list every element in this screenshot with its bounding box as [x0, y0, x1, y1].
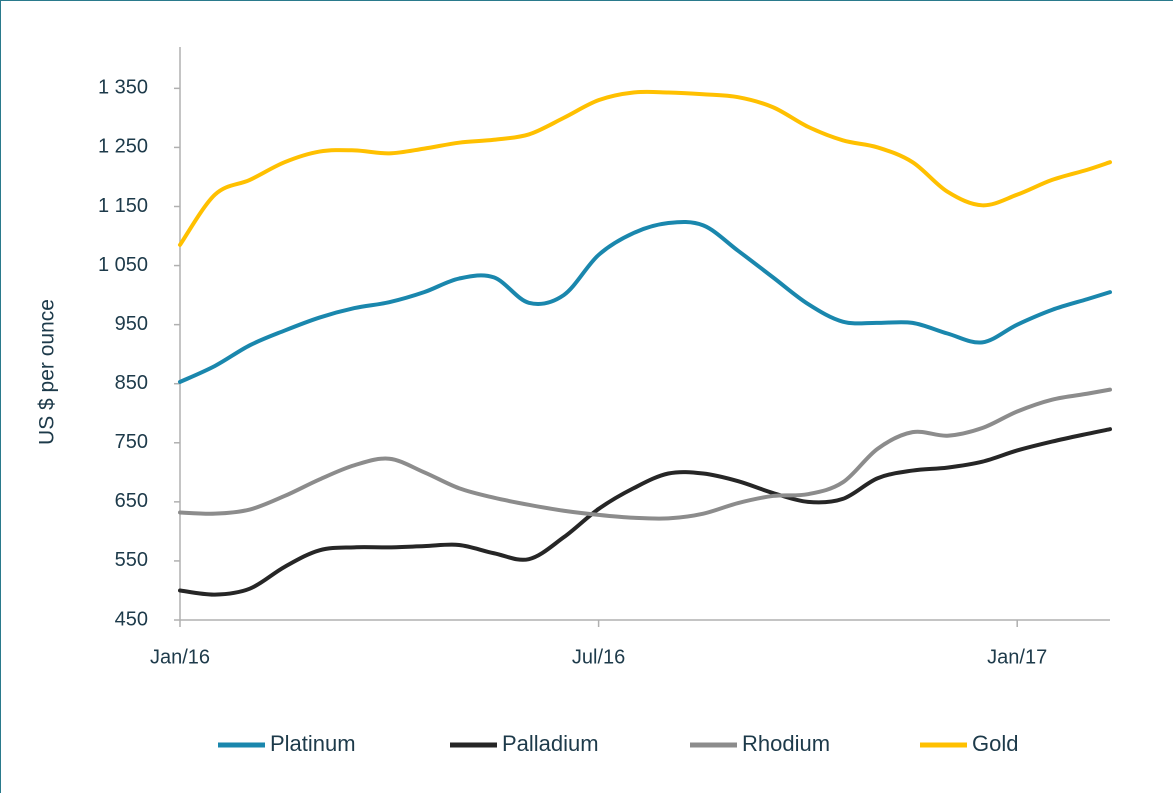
line-series: [178, 427, 1112, 597]
line-series: [178, 220, 1112, 384]
legend-label: Rhodium: [742, 731, 830, 756]
y-tick-label: 1 150: [98, 195, 148, 217]
y-tick-label: 450: [115, 608, 148, 630]
legend-label: Platinum: [270, 731, 356, 756]
legend-label: Palladium: [502, 731, 599, 756]
x-tick-label: Jul/16: [572, 646, 625, 668]
y-tick-label: 1 250: [98, 136, 148, 158]
line-series: [178, 387, 1112, 521]
y-tick-label: 850: [115, 372, 148, 394]
legend-label: Gold: [972, 731, 1018, 756]
y-tick-label: 550: [115, 549, 148, 571]
y-tick-label: 750: [115, 431, 148, 453]
y-tick-label: 1 350: [98, 77, 148, 99]
line-series: [178, 89, 1112, 247]
x-tick-label: Jan/16: [150, 646, 210, 668]
y-tick-label: 650: [115, 490, 148, 512]
y-tick-label: 1 050: [98, 254, 148, 276]
y-axis-label: US $ per ounce: [36, 299, 59, 445]
y-tick-label: 950: [115, 313, 148, 335]
x-tick-label: Jan/17: [987, 646, 1047, 668]
